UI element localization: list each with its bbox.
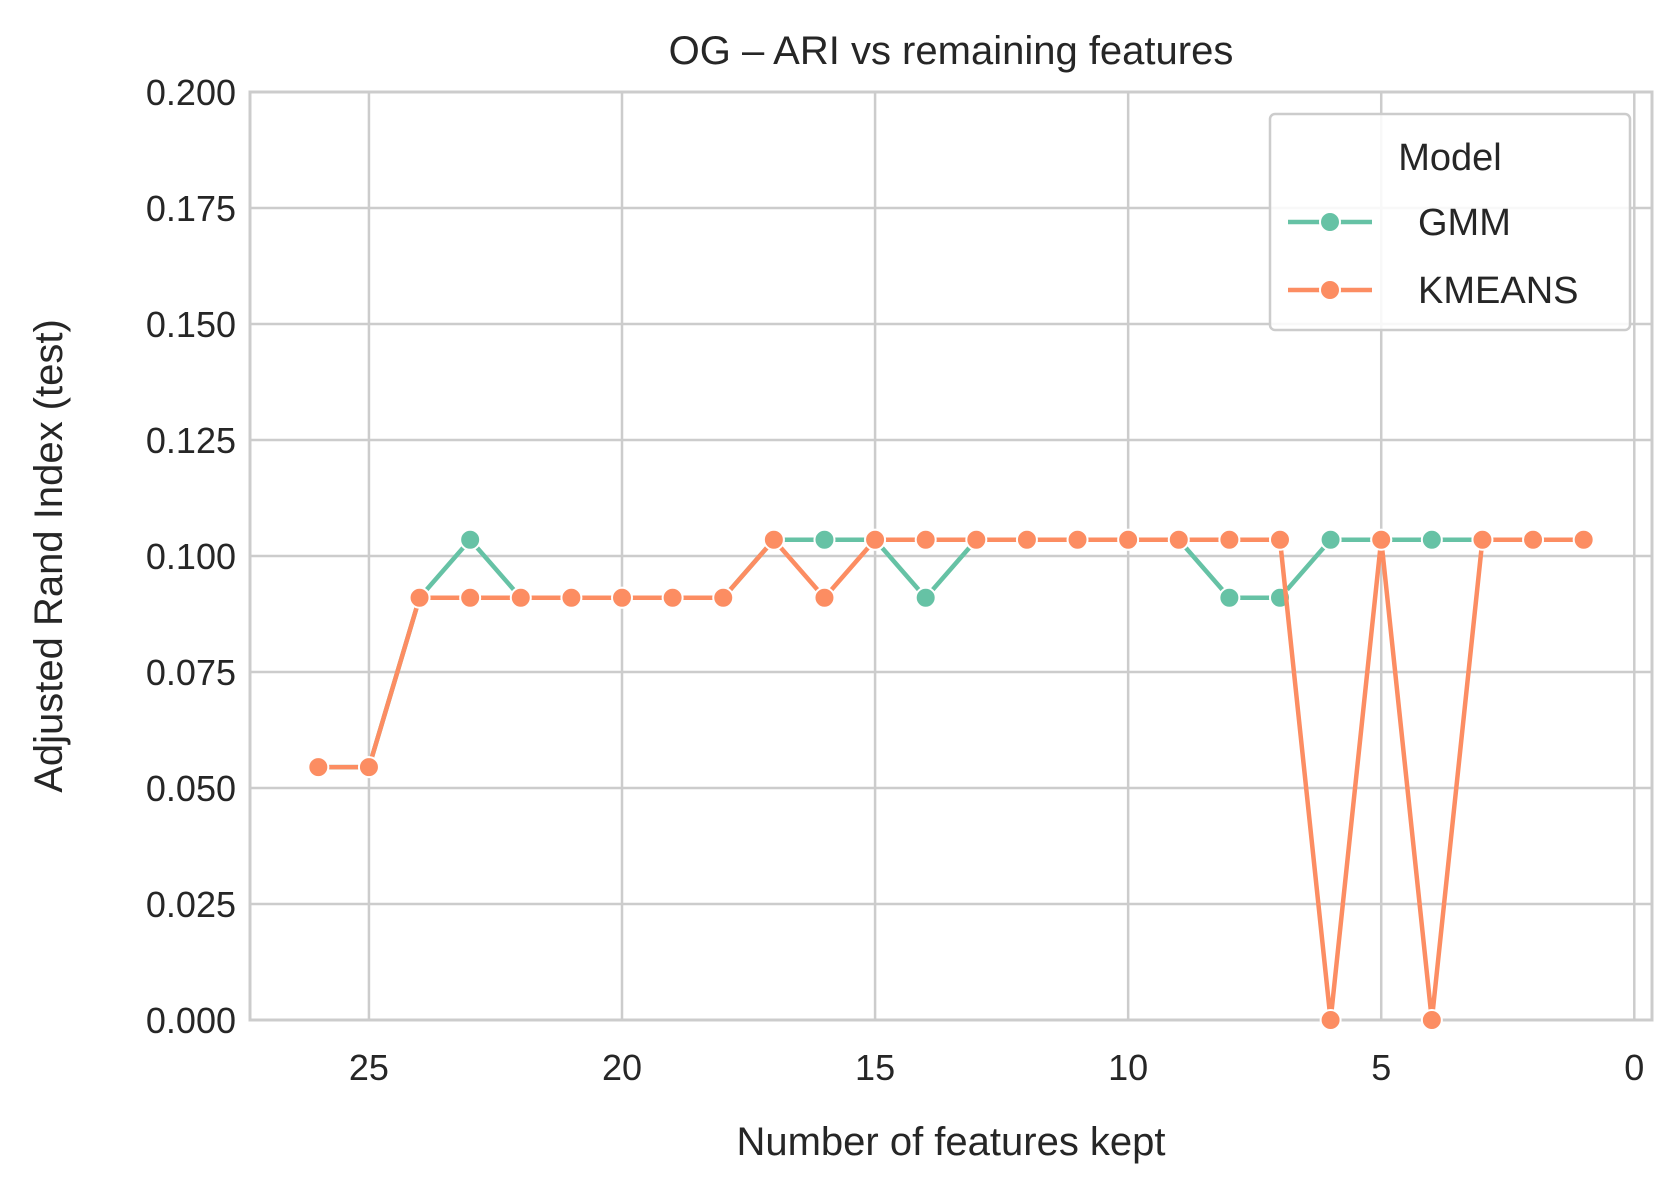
data-point [1319,1009,1342,1031]
legend-marker [1319,211,1341,233]
y-tick-label: 0.025 [146,884,236,925]
data-point [560,586,583,609]
x-tick-label: 20 [602,1047,642,1088]
data-point [813,586,836,609]
y-tick-label: 0.100 [146,536,236,577]
data-point [914,528,937,551]
data-point [1167,528,1190,551]
x-tick-label: 10 [1108,1047,1148,1088]
data-point [813,528,836,551]
y-tick-label: 0.175 [146,188,236,229]
y-tick-label: 0.075 [146,652,236,693]
data-point [1522,528,1545,551]
data-point [1268,528,1291,551]
data-point [459,586,482,609]
tick-labels: 25 20 15 10 5 0 0.000 0.025 0.050 0.075 0.100 0.125… [146,72,1644,1088]
y-tick-label: 0.000 [146,1000,236,1041]
legend: Model GMM KMEANS [1268,112,1632,332]
data-point [661,586,684,609]
y-tick-label: 0.050 [146,768,236,809]
y-axis-label: Adjusted Rand Index (test) [27,319,71,793]
x-axis-label: Number of features kept [736,1120,1165,1164]
data-point [1015,528,1038,551]
data-point [864,528,887,551]
data-point [1370,528,1393,551]
data-point [307,756,330,779]
data-point [611,586,634,609]
data-point [1420,1009,1443,1031]
data-point [1218,586,1241,609]
x-tick-label: 15 [855,1047,895,1088]
data-point [1218,528,1241,551]
data-point [1420,528,1443,551]
data-point [712,586,735,609]
legend-item-gmm: GMM [1288,202,1511,244]
series-kmeans [307,528,1595,1031]
legend-box [1268,112,1632,332]
data-point [357,756,380,779]
data-point [1572,528,1595,551]
legend-title: Model [1398,137,1502,179]
data-point [914,586,937,609]
data-point [762,528,785,551]
x-tick-label: 25 [349,1047,389,1088]
data-point [1319,528,1342,551]
chart-title: OG – ARI vs remaining features [669,29,1234,73]
data-point [408,586,431,609]
legend-label: GMM [1418,202,1511,244]
y-tick-label: 0.200 [146,72,236,113]
legend-label: KMEANS [1418,270,1578,312]
plot-frame [248,90,1654,1022]
legend-marker [1319,279,1341,301]
legend-item-kmeans: KMEANS [1288,270,1578,312]
x-tick-label: 0 [1624,1047,1644,1088]
x-tick-label: 5 [1371,1047,1391,1088]
data-point [965,528,988,551]
data-point [459,528,482,551]
legend-items: GMM KMEANS [1288,202,1578,312]
data-point [509,586,532,609]
data-point [1117,528,1140,551]
data-point [1471,528,1494,551]
y-tick-label: 0.125 [146,420,236,461]
data-point [1066,528,1089,551]
series-layer [307,528,1595,1031]
y-tick-label: 0.150 [146,304,236,345]
